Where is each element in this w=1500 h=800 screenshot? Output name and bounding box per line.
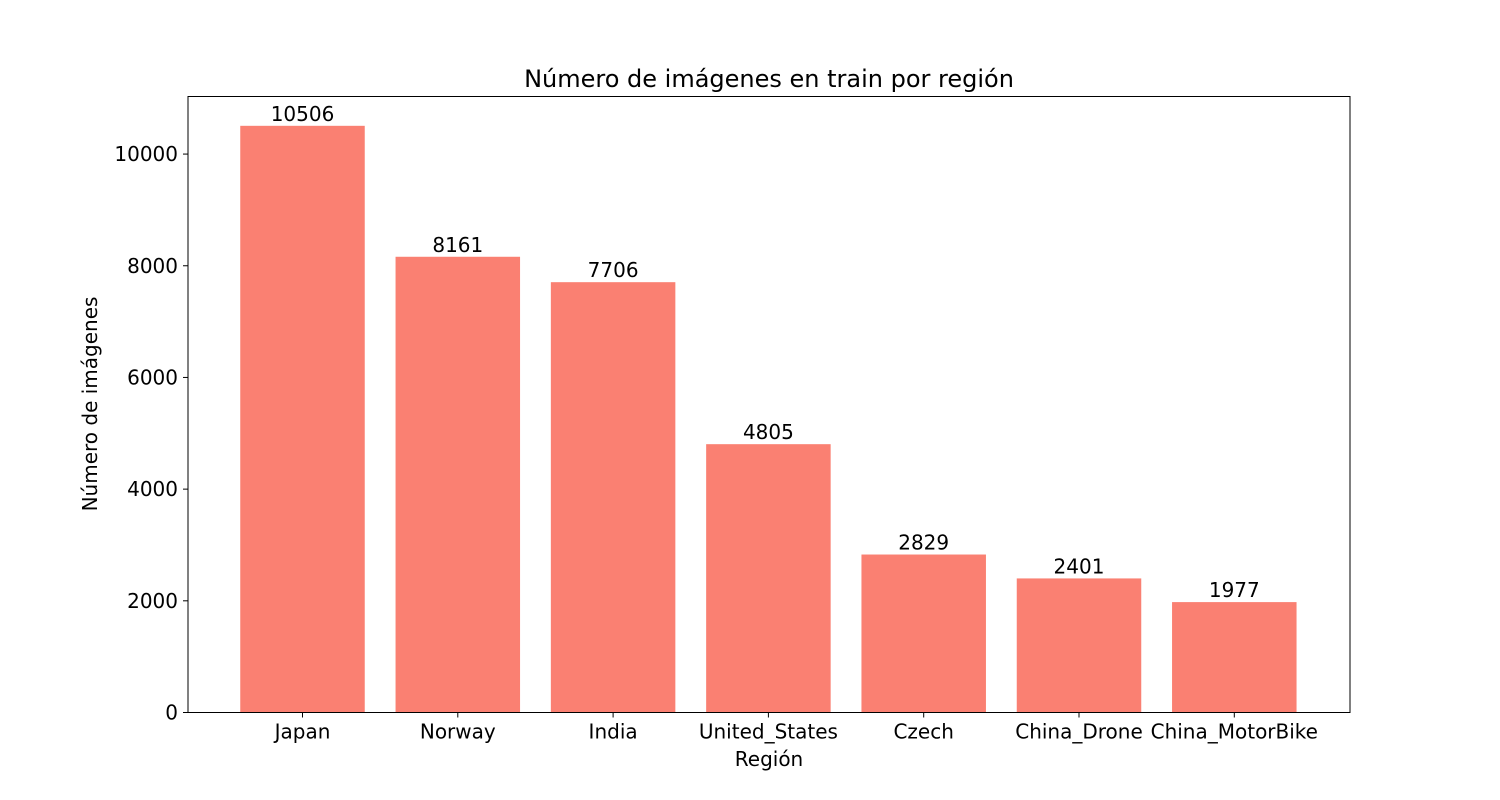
x-tick-label: Czech [893,720,953,744]
bar-norway [395,256,521,713]
bar-india [550,282,676,713]
bar-value-label: 2829 [898,531,949,555]
y-tick-label: 8000 [127,254,178,278]
x-tick-label: Norway [420,720,496,744]
bar-china-motorbike [1172,602,1297,713]
bar-value-label: 10506 [271,102,335,126]
x-tick-label: Japan [273,720,331,744]
bar-value-label: 4805 [743,420,794,444]
y-tick-label: 4000 [127,477,178,501]
x-tick-label: India [589,720,638,744]
y-tick-label: 10000 [114,142,178,166]
bar-china-drone [1016,578,1142,713]
bar-value-label: 2401 [1054,554,1105,578]
y-axis-ticks: 0 2000 4000 6000 8000 10000 [114,142,188,725]
y-tick-label: 0 [165,701,178,725]
data-labels-group: 10506 8161 7706 4805 2829 2401 1977 [271,102,1260,602]
x-tick-label: United_States [699,720,838,744]
bars-group [240,125,1297,713]
bar-value-label: 7706 [588,258,639,282]
x-axis-ticks: Japan Norway India United_States Czech China_… [273,712,1318,744]
bar-value-label: 1977 [1209,578,1260,602]
bar-czech [861,554,986,713]
plot-frame [187,96,1351,713]
chart-title: Número de imágenes en train por región [524,65,1014,93]
x-axis-label: Región [735,747,803,771]
bar-united-states [706,444,831,713]
x-tick-label: China_MotorBike [1151,720,1318,744]
bar-value-label: 8161 [432,233,483,257]
y-tick-label: 6000 [127,365,178,389]
bar-japan [240,125,365,713]
y-tick-label: 2000 [127,589,178,613]
x-tick-label: China_Drone [1015,720,1143,744]
y-axis-label: Número de imágenes [78,297,102,512]
